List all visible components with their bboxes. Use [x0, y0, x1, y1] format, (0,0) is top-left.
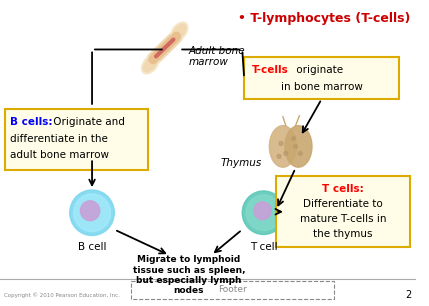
Text: Footer: Footer	[218, 285, 247, 294]
Text: in bone marrow: in bone marrow	[281, 82, 363, 92]
Ellipse shape	[70, 190, 115, 236]
Ellipse shape	[80, 201, 100, 221]
FancyBboxPatch shape	[244, 58, 399, 99]
Text: 2: 2	[405, 290, 412, 300]
Ellipse shape	[171, 22, 188, 41]
Text: originate: originate	[293, 65, 343, 75]
FancyBboxPatch shape	[131, 281, 334, 299]
Ellipse shape	[279, 141, 283, 145]
FancyBboxPatch shape	[5, 109, 148, 170]
Text: the thymus: the thymus	[313, 229, 373, 238]
Text: T cells:: T cells:	[322, 184, 364, 194]
Ellipse shape	[284, 151, 288, 155]
Text: T cell: T cell	[250, 242, 278, 252]
Ellipse shape	[277, 154, 281, 158]
Ellipse shape	[246, 195, 281, 230]
Ellipse shape	[143, 57, 157, 72]
Ellipse shape	[293, 144, 297, 148]
Text: differentiate in the: differentiate in the	[10, 133, 108, 144]
Text: T-cells: T-cells	[252, 65, 289, 75]
Ellipse shape	[269, 126, 296, 167]
FancyBboxPatch shape	[276, 176, 410, 247]
Ellipse shape	[242, 191, 285, 234]
Ellipse shape	[142, 55, 159, 74]
Ellipse shape	[285, 126, 312, 167]
Ellipse shape	[299, 151, 302, 155]
Text: Copyright © 2010 Pearson Education, Inc.: Copyright © 2010 Pearson Education, Inc.	[4, 292, 120, 298]
Text: Differentiate to: Differentiate to	[303, 199, 383, 209]
Text: B cells:: B cells:	[10, 117, 52, 127]
Ellipse shape	[74, 194, 110, 232]
Text: Originate and: Originate and	[50, 117, 125, 127]
Text: B cell: B cell	[78, 242, 106, 252]
Text: Adult bone
marrow: Adult bone marrow	[189, 46, 245, 67]
Text: Migrate to lymphoid
tissue such as spleen,
but especially lymph
nodes: Migrate to lymphoid tissue such as splee…	[133, 255, 245, 296]
Text: mature T-cells in: mature T-cells in	[300, 214, 386, 224]
Ellipse shape	[292, 136, 296, 140]
Text: adult bone marrow: adult bone marrow	[10, 150, 109, 160]
Text: Thymus: Thymus	[221, 158, 262, 168]
Text: • T-lymphocytes (T-cells): • T-lymphocytes (T-cells)	[239, 12, 411, 25]
Ellipse shape	[172, 24, 186, 39]
Ellipse shape	[254, 202, 271, 220]
